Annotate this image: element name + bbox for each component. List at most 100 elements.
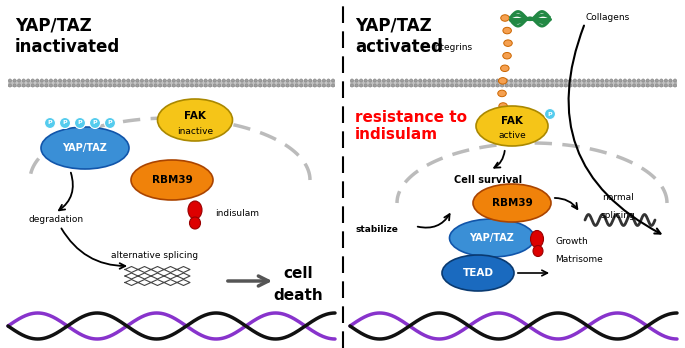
Circle shape: [168, 79, 171, 82]
Circle shape: [132, 84, 134, 87]
Circle shape: [259, 79, 262, 82]
Bar: [350, 79, 677, 87]
Circle shape: [541, 79, 545, 82]
Circle shape: [596, 84, 599, 87]
Circle shape: [501, 84, 503, 87]
Circle shape: [27, 79, 29, 82]
Circle shape: [227, 79, 230, 82]
Circle shape: [40, 79, 43, 82]
Circle shape: [86, 79, 89, 82]
Circle shape: [13, 84, 16, 87]
Circle shape: [22, 79, 25, 82]
Circle shape: [605, 84, 608, 87]
Text: splicing: splicing: [601, 212, 636, 221]
Text: RBM39: RBM39: [151, 175, 192, 185]
Circle shape: [118, 84, 121, 87]
Circle shape: [154, 79, 157, 82]
Circle shape: [537, 84, 540, 87]
Text: P: P: [92, 120, 97, 126]
Circle shape: [172, 84, 175, 87]
Text: YAP/TAZ: YAP/TAZ: [469, 233, 514, 243]
Circle shape: [460, 79, 463, 82]
Circle shape: [213, 79, 216, 82]
Circle shape: [446, 84, 449, 87]
Circle shape: [286, 79, 289, 82]
Circle shape: [360, 79, 362, 82]
Circle shape: [660, 79, 663, 82]
Circle shape: [632, 84, 636, 87]
Text: P: P: [108, 120, 112, 126]
Circle shape: [469, 79, 472, 82]
Circle shape: [505, 79, 508, 82]
Circle shape: [564, 79, 567, 82]
Circle shape: [578, 84, 581, 87]
Circle shape: [437, 79, 440, 82]
Circle shape: [546, 79, 549, 82]
Circle shape: [455, 79, 458, 82]
Circle shape: [610, 84, 613, 87]
Circle shape: [222, 79, 225, 82]
Circle shape: [105, 118, 116, 128]
Circle shape: [532, 79, 536, 82]
Circle shape: [177, 79, 180, 82]
Circle shape: [154, 84, 157, 87]
Text: degradation: degradation: [28, 215, 83, 224]
Circle shape: [199, 84, 203, 87]
Circle shape: [82, 79, 84, 82]
Circle shape: [172, 79, 175, 82]
Circle shape: [373, 79, 376, 82]
Text: Growth: Growth: [555, 237, 588, 246]
Circle shape: [496, 84, 499, 87]
Circle shape: [90, 79, 93, 82]
Circle shape: [268, 79, 271, 82]
Circle shape: [377, 79, 381, 82]
Ellipse shape: [41, 127, 129, 169]
Circle shape: [249, 84, 253, 87]
Circle shape: [669, 79, 672, 82]
Circle shape: [45, 118, 55, 128]
Circle shape: [419, 79, 422, 82]
Circle shape: [573, 79, 577, 82]
Circle shape: [401, 84, 403, 87]
Text: inactivated: inactivated: [15, 38, 121, 56]
Ellipse shape: [476, 106, 548, 146]
Circle shape: [132, 79, 134, 82]
Circle shape: [514, 84, 517, 87]
Circle shape: [446, 79, 449, 82]
Circle shape: [546, 84, 549, 87]
Circle shape: [309, 79, 312, 82]
Circle shape: [49, 79, 53, 82]
Circle shape: [551, 84, 553, 87]
Text: P: P: [548, 111, 552, 117]
Circle shape: [564, 84, 567, 87]
Circle shape: [149, 84, 153, 87]
Circle shape: [510, 84, 513, 87]
Circle shape: [555, 79, 558, 82]
Circle shape: [637, 79, 640, 82]
Text: TEAD: TEAD: [462, 268, 493, 278]
Circle shape: [610, 79, 613, 82]
Circle shape: [213, 84, 216, 87]
Circle shape: [222, 84, 225, 87]
Circle shape: [36, 84, 39, 87]
Circle shape: [441, 79, 445, 82]
Circle shape: [373, 84, 376, 87]
Circle shape: [36, 79, 39, 82]
Circle shape: [299, 84, 303, 87]
Circle shape: [218, 79, 221, 82]
Circle shape: [240, 84, 244, 87]
Circle shape: [318, 79, 321, 82]
Circle shape: [204, 79, 208, 82]
Circle shape: [54, 79, 57, 82]
Circle shape: [628, 79, 631, 82]
Circle shape: [541, 84, 545, 87]
Circle shape: [68, 79, 71, 82]
Circle shape: [140, 79, 144, 82]
Circle shape: [646, 84, 649, 87]
Circle shape: [351, 84, 353, 87]
Circle shape: [427, 79, 431, 82]
Circle shape: [104, 79, 107, 82]
Circle shape: [332, 79, 334, 82]
Circle shape: [396, 79, 399, 82]
Circle shape: [537, 79, 540, 82]
